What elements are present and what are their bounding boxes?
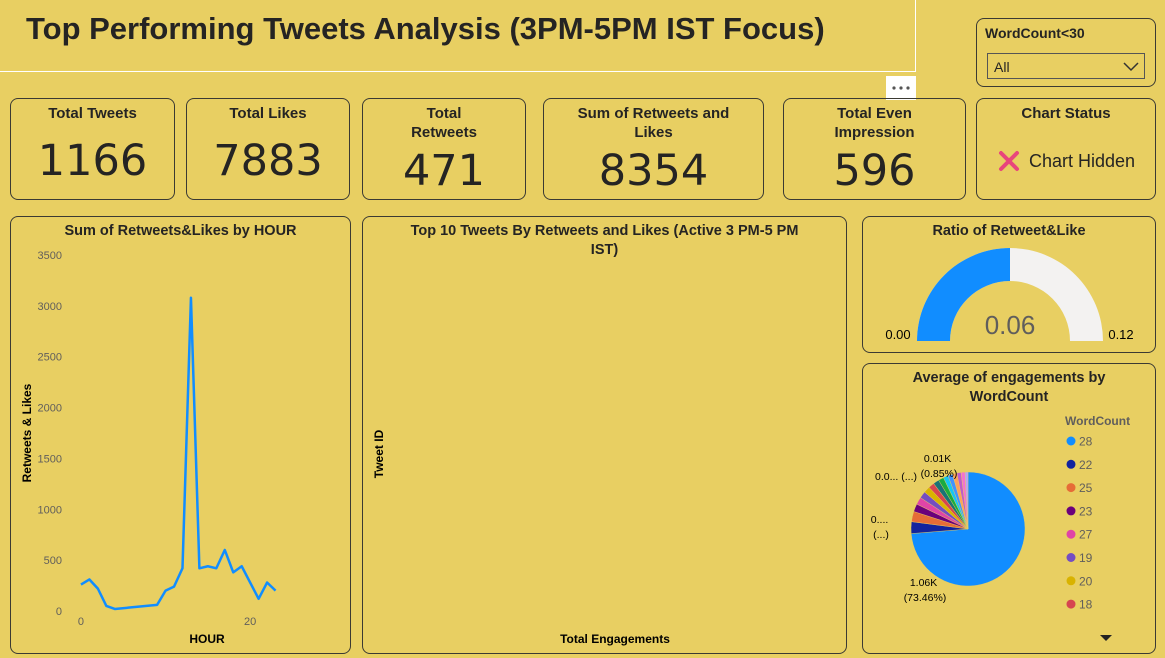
kpi-value: 7883 bbox=[213, 136, 323, 186]
slicer-dropdown[interactable]: All bbox=[987, 53, 1145, 79]
pie-data-label: 0.01K (0.85%) bbox=[921, 453, 958, 480]
slicer: WordCount<30 All bbox=[976, 18, 1156, 87]
legend-title: WordCount bbox=[1065, 414, 1130, 428]
label-line: 0.... bbox=[871, 514, 891, 526]
legend-marker bbox=[1066, 553, 1076, 562]
legend-label: 25 bbox=[1079, 481, 1093, 495]
label-line: 1.06K bbox=[910, 577, 940, 589]
kpi-value: 471 bbox=[402, 145, 486, 196]
y-tick-label: 3000 bbox=[38, 301, 62, 313]
chart-panel: Top 10 Tweets By Retweets and Likes (Act… bbox=[362, 216, 847, 654]
legend-marker bbox=[1066, 459, 1076, 469]
pie-data-label: 0.0... (...) bbox=[875, 471, 917, 483]
status-row: Chart Hidden bbox=[997, 123, 1135, 199]
line bbox=[80, 296, 277, 611]
x-icon bbox=[998, 151, 1019, 171]
legend-label: 19 bbox=[1079, 551, 1093, 565]
legend-marker bbox=[1066, 529, 1076, 539]
legend-label: 20 bbox=[1079, 574, 1093, 588]
kpi-card: Sum of Retweets and Likes 8354 bbox=[543, 98, 764, 200]
chart-title: Ratio of Retweet&Like bbox=[932, 223, 1086, 239]
gauge-value bbox=[917, 248, 1010, 341]
y-axis-label: Tweet ID bbox=[372, 429, 386, 478]
chart-title: Top 10 Tweets By Retweets and Likes (Act… bbox=[410, 223, 799, 258]
x-tick-label: 0 bbox=[78, 616, 84, 628]
y-tick-label: 1000 bbox=[38, 504, 62, 516]
title-box: Top Performing Tweets Analysis (3PM-5PM … bbox=[0, 0, 916, 72]
legend-marker bbox=[1066, 506, 1076, 516]
x-axis-label: HOUR bbox=[189, 632, 225, 646]
legend-marker bbox=[1066, 483, 1076, 493]
y-tick-label: 2500 bbox=[38, 352, 62, 364]
slicer-value: All bbox=[994, 59, 1010, 75]
x-tick-label: 20 bbox=[244, 616, 256, 628]
y-tick-label: 500 bbox=[44, 555, 62, 567]
legend-label: 18 bbox=[1079, 598, 1093, 612]
chart-title: Average of engagements by WordCount bbox=[912, 370, 1106, 405]
label-line: (...) bbox=[873, 529, 889, 541]
legend-marker bbox=[1066, 599, 1076, 609]
slicer-label: WordCount<30 bbox=[985, 25, 1085, 41]
legend-label: 22 bbox=[1079, 458, 1093, 472]
kpi-label: Sum of Retweets and Likes bbox=[577, 105, 730, 141]
kpi-label: Total Likes bbox=[229, 105, 307, 122]
x-axis-label: Total Engagements bbox=[560, 632, 670, 646]
y-tick-label: 1500 bbox=[38, 453, 62, 465]
legend-label: 28 bbox=[1079, 435, 1093, 449]
kpi-card: Total Tweets 1166 bbox=[10, 98, 175, 200]
chart-panel: Average of engagements by WordCount 1.06K… bbox=[862, 363, 1156, 654]
kpi-value: 596 bbox=[833, 145, 916, 196]
gauge-max-label: 0.12 bbox=[1108, 327, 1133, 342]
chart-panel: Sum of Retweets&Likes by HOUR 0 500 1000 150… bbox=[10, 216, 351, 654]
kpi-label: Total Tweets bbox=[48, 105, 137, 122]
legend-marker bbox=[1066, 436, 1076, 446]
status-value: Chart Hidden bbox=[1028, 150, 1136, 171]
y-axis-label: Retweets & Likes bbox=[20, 383, 34, 482]
y-tick-label: 2000 bbox=[38, 403, 62, 415]
status-label: Chart Status bbox=[1021, 105, 1111, 122]
status-card: Chart Status Chart Hidden bbox=[976, 98, 1156, 200]
chart: 0.06 0.00 0.12 bbox=[885, 248, 1134, 342]
legend-scroll bbox=[1100, 635, 1112, 641]
legend-marker bbox=[1066, 576, 1076, 586]
kpi-label: Total Even Impression bbox=[834, 105, 915, 141]
pie-data-label: 1.06K (73.46%) bbox=[904, 577, 947, 604]
more-options[interactable] bbox=[886, 76, 916, 100]
legend-label: 27 bbox=[1079, 528, 1093, 542]
kpi-card: Total Retweets 471 bbox=[362, 98, 526, 200]
kpi-value: 1166 bbox=[37, 136, 148, 186]
gauge-value-label: 0.06 bbox=[985, 310, 1036, 340]
kpi-card: Total Likes 7883 bbox=[186, 98, 350, 200]
chart: 1.06K (73.46%) 0.... (...) 0.0... (...) 0.0… bbox=[871, 414, 1130, 641]
chart-panel: Ratio of Retweet&Like 0.06 0.00 0.12 bbox=[862, 216, 1156, 353]
legend-label: 23 bbox=[1079, 504, 1093, 518]
label-line: 0.01K bbox=[924, 453, 954, 465]
chart: Tweet ID Total Engagements bbox=[372, 429, 670, 646]
label-line: (0.85%) bbox=[921, 468, 958, 480]
pie-slice bbox=[964, 471, 969, 530]
kpi-label: Total Retweets bbox=[411, 105, 477, 141]
y-tick-label: 0 bbox=[56, 606, 62, 618]
gauge-min-label: 0.00 bbox=[885, 327, 910, 342]
more-icon bbox=[892, 86, 910, 90]
chart: 0 500 1000 1500 2000 2500 3000 3500 0 20 HOUR Retwe… bbox=[20, 250, 277, 646]
label-line: (73.46%) bbox=[904, 592, 947, 604]
kpi-card: Total Even Impression 596 bbox=[783, 98, 966, 200]
y-tick-label: 3500 bbox=[38, 250, 62, 262]
chevron bbox=[1123, 62, 1139, 72]
page-title: Top Performing Tweets Analysis (3PM-5PM … bbox=[26, 11, 825, 46]
chart-title: Sum of Retweets&Likes by HOUR bbox=[64, 223, 297, 239]
pie-data-label: 0.... (...) bbox=[871, 514, 891, 541]
kpi-value: 8354 bbox=[598, 145, 709, 196]
